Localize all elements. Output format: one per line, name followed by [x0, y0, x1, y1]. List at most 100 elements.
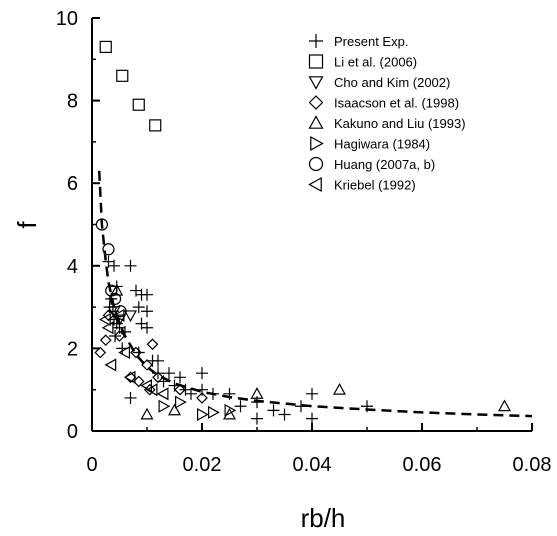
data-point: [140, 407, 154, 420]
data-point: [95, 218, 109, 231]
legend-label: Huang (2007a, b): [334, 157, 435, 172]
legend-marker-plus: [309, 34, 323, 48]
data-point: [306, 387, 318, 400]
data-point: [108, 259, 120, 272]
data-point: [118, 346, 130, 360]
data-point: [222, 407, 237, 420]
data-point: [112, 308, 125, 322]
data-point: [132, 301, 145, 314]
legend-item: Kakuno and Liu (1993): [308, 115, 466, 131]
series-triangle-right: [158, 395, 237, 421]
data-point: [207, 387, 219, 400]
data-point: [104, 358, 117, 372]
data-point: [145, 383, 158, 397]
data-point: [497, 399, 512, 412]
data-point: [132, 98, 145, 111]
data-point: [105, 284, 118, 297]
legend-item: Cho and Kim (2002): [308, 75, 450, 90]
legend-label: Present Exp.: [334, 34, 408, 49]
data-point: [116, 69, 129, 82]
data-point: [101, 321, 114, 335]
data-point: [167, 403, 182, 416]
data-point: [152, 371, 164, 384]
legend-item: Present Exp.: [309, 34, 408, 49]
data-point: [332, 382, 347, 395]
legend-label: Hagiwara (1984): [334, 137, 430, 152]
data-point: [224, 403, 237, 417]
data-point: [295, 400, 307, 413]
data-point: [130, 346, 142, 359]
legend-label: Isaacson et al. (1998): [334, 96, 459, 111]
data-point: [110, 283, 124, 296]
data-point: [141, 321, 153, 334]
legend-marker-triangle-right: [310, 135, 324, 152]
data-point: [197, 407, 209, 421]
data-point: [132, 346, 145, 359]
legend-marker-circle: [308, 156, 324, 172]
x-axis-label: rb/h: [301, 503, 346, 533]
y-tick-label: 4: [67, 256, 78, 278]
data-point: [278, 408, 291, 421]
data-point: [208, 405, 220, 419]
data-point: [267, 404, 280, 417]
data-point: [146, 338, 159, 351]
data-point: [175, 395, 187, 409]
data-point: [174, 383, 186, 396]
data-point: [99, 312, 111, 327]
data-point: [107, 306, 121, 318]
data-point: [156, 387, 169, 401]
series-circle: [95, 218, 127, 318]
x-tick-label: 0: [86, 454, 97, 476]
data-point: [361, 400, 373, 413]
data-point: [99, 40, 112, 54]
legend-label: Li et al. (2006): [334, 55, 417, 70]
data-point: [250, 387, 264, 399]
series-square: [99, 40, 162, 132]
data-point: [163, 367, 175, 380]
data-point: [124, 391, 137, 404]
legend-marker-triangle-left: [308, 176, 322, 193]
y-tick-label: 2: [67, 338, 78, 360]
data-point: [141, 305, 153, 318]
data-point: [113, 330, 126, 342]
data-point: [123, 310, 138, 323]
data-point: [158, 399, 171, 413]
x-tick-label: 0.02: [183, 454, 222, 476]
data-point: [102, 309, 115, 322]
legend-item: Kriebel (1992): [308, 176, 416, 193]
data-point: [140, 379, 152, 393]
legend: Present Exp. Li et al. (2006) Cho and Kim …: [308, 34, 466, 193]
fit-curve-layer: [97, 170, 533, 418]
data-point: [251, 412, 263, 425]
data-point: [196, 383, 208, 396]
data-point: [149, 119, 162, 132]
data-point: [141, 359, 153, 371]
data-point: [174, 371, 186, 384]
data-point: [108, 292, 122, 305]
series-triangle-left: [99, 308, 169, 401]
y-axis-label: f: [12, 221, 42, 229]
data-point: [102, 243, 115, 256]
legend-item: Hagiwara (1984): [310, 135, 430, 152]
legend-marker-triangle-down: [308, 76, 324, 90]
data-points-layer: [94, 40, 512, 425]
data-point: [185, 387, 197, 400]
legend-marker-diamond: [308, 95, 324, 110]
data-point: [124, 259, 137, 272]
data-point: [196, 392, 208, 404]
data-point: [306, 412, 318, 425]
data-point: [123, 370, 136, 384]
data-point: [141, 288, 153, 301]
x-tick-label: 0.08: [513, 454, 552, 476]
data-point: [152, 367, 164, 380]
x-tick-label: 0.04: [293, 454, 332, 476]
y-tick-label: 10: [56, 8, 78, 30]
axes: 0 0.02 0.04 0.06 0.08 0 2 4 6 8 10: [56, 8, 552, 476]
series-triangle-up: [110, 283, 512, 420]
data-point: [196, 367, 208, 380]
legend-item: Li et al. (2006): [308, 54, 417, 70]
data-point: [114, 305, 127, 318]
legend-marker-triangle-up: [308, 115, 324, 129]
data-point: [223, 387, 236, 400]
